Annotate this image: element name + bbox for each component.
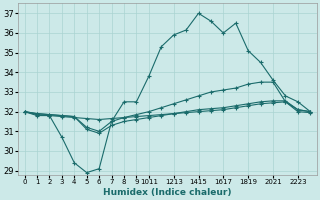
X-axis label: Humidex (Indice chaleur): Humidex (Indice chaleur) [103, 188, 232, 197]
